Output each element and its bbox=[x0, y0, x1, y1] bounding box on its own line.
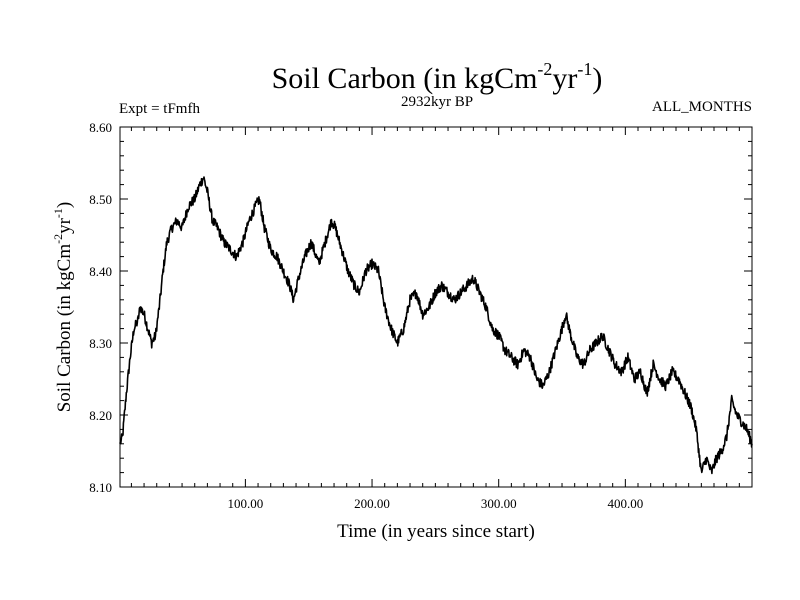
y-tick-label: 8.10 bbox=[89, 480, 112, 495]
series-line-soil-carbon bbox=[119, 176, 753, 475]
x-axis: 100.00 200.00 300.00 400.00 bbox=[130, 127, 740, 511]
x-tick-label: 300.00 bbox=[481, 496, 517, 511]
subtitle-months: ALL_MONTHS bbox=[652, 99, 752, 115]
plot-frame bbox=[119, 126, 753, 488]
chart-title: Soil Carbon (in kgCm-2yr-1) bbox=[272, 59, 603, 95]
y-tick-label: 8.50 bbox=[89, 192, 112, 207]
y-tick-label: 8.40 bbox=[89, 264, 112, 279]
x-tick-label: 400.00 bbox=[607, 496, 643, 511]
subtitle-experiment: Expt = tFmfh bbox=[119, 101, 200, 117]
x-tick-label: 100.00 bbox=[228, 496, 264, 511]
subtitle-period: 2932kyr BP bbox=[401, 94, 473, 110]
y-axis-title: Soil Carbon (in kgCm-2yr-1) bbox=[51, 202, 75, 413]
x-axis-title: Time (in years since start) bbox=[337, 521, 535, 542]
y-tick-label: 8.60 bbox=[89, 120, 112, 135]
y-axis: 8.10 8.20 8.30 8.40 8.50 8.60 bbox=[89, 120, 752, 495]
y-tick-label: 8.30 bbox=[89, 336, 112, 351]
y-tick-label: 8.20 bbox=[89, 408, 112, 423]
x-tick-label: 200.00 bbox=[354, 496, 390, 511]
